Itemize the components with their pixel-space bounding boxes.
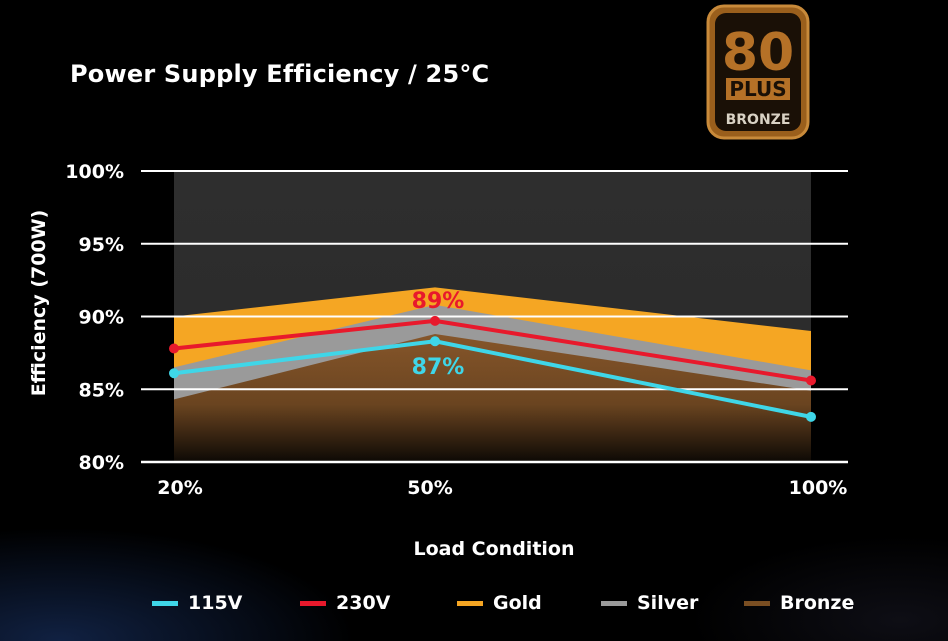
legend-swatch	[152, 600, 178, 606]
legend-item-gold: Gold	[457, 588, 542, 618]
legend-label: Silver	[637, 592, 699, 614]
legend-item-115v: 115V	[152, 588, 242, 618]
y-tick-label: 85%	[79, 379, 124, 401]
data-point-230v	[430, 315, 440, 326]
logo-brand: PLUS	[729, 77, 786, 101]
legend-swatch	[300, 600, 326, 606]
chart-title: Power Supply Efficiency / 25°C	[70, 60, 490, 88]
data-point-115v	[169, 368, 179, 379]
legend: 115V 230V Gold Silver Bronze	[0, 588, 948, 618]
y-tick-label: 100%	[65, 161, 124, 183]
x-axis-title: Load Condition	[413, 538, 574, 560]
legend-swatch	[601, 600, 627, 606]
data-label-115v: 87%	[412, 355, 465, 380]
data-label-230v: 89%	[412, 289, 465, 314]
legend-label: 115V	[188, 592, 243, 614]
y-axis-title: Efficiency (700W)	[28, 210, 50, 397]
y-tick-label: 80%	[79, 452, 124, 474]
legend-item-bronze: Bronze	[744, 588, 854, 618]
logo-number: 80	[722, 23, 794, 83]
x-tick-label: 50%	[407, 477, 452, 499]
data-point-115v	[430, 336, 440, 347]
data-point-230v	[169, 343, 179, 354]
legend-label: Bronze	[780, 592, 855, 614]
legend-swatch	[744, 600, 770, 606]
y-tick-label: 95%	[79, 234, 124, 256]
data-point-115v	[806, 411, 816, 422]
legend-item-silver: Silver	[601, 588, 698, 618]
legend-swatch	[457, 600, 483, 606]
x-tick-label: 20%	[157, 477, 202, 499]
y-tick-label: 90%	[79, 307, 124, 329]
legend-item-230v: 230V	[300, 588, 390, 618]
x-tick-label: 100%	[789, 477, 848, 499]
80-plus-bronze-logo: 80 PLUS BRONZE	[706, 4, 810, 140]
legend-label: 230V	[336, 592, 391, 614]
logo-tier: BRONZE	[726, 112, 791, 128]
band-bronze	[174, 333, 811, 462]
data-point-230v	[806, 375, 816, 386]
legend-label: Gold	[493, 592, 542, 614]
